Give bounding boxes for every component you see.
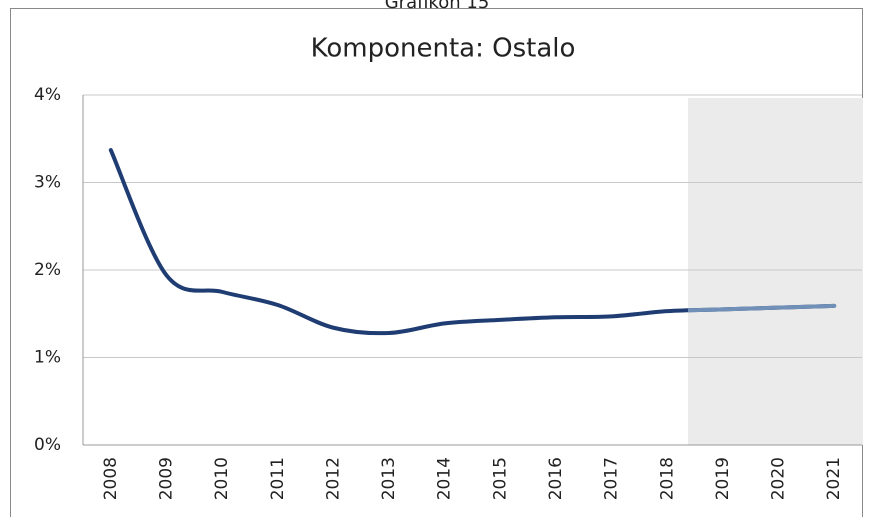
x-tick-label: 2009 — [156, 457, 176, 500]
forecast-shade — [688, 98, 863, 445]
y-tick-label: 2% — [34, 260, 61, 280]
y-tick-label: 4% — [34, 85, 61, 105]
chart-title: Komponenta: Ostalo — [311, 34, 576, 64]
x-tick-label: 2019 — [713, 457, 733, 500]
y-tick-label: 3% — [34, 173, 61, 193]
x-tick-label: 2015 — [490, 457, 510, 500]
x-tick-label: 2016 — [546, 457, 566, 500]
y-tick-label: 1% — [34, 348, 61, 368]
forecast-line — [688, 303, 837, 313]
y-tick-label: 0% — [34, 435, 61, 455]
x-tick-label: 2017 — [602, 457, 622, 500]
x-tick-label: 2020 — [769, 457, 789, 500]
x-tick-label: 2011 — [268, 457, 288, 500]
x-tick-label: 2018 — [657, 457, 677, 500]
x-tick-label: 2008 — [101, 457, 121, 500]
x-tick-label: 2013 — [379, 457, 399, 500]
x-tick-label: 2021 — [824, 457, 844, 500]
x-tick-label: 2014 — [435, 457, 455, 500]
caption: Grafikon 15 — [385, 0, 490, 13]
x-tick-label: 2010 — [212, 457, 232, 500]
x-tick-label: 2012 — [323, 457, 343, 500]
